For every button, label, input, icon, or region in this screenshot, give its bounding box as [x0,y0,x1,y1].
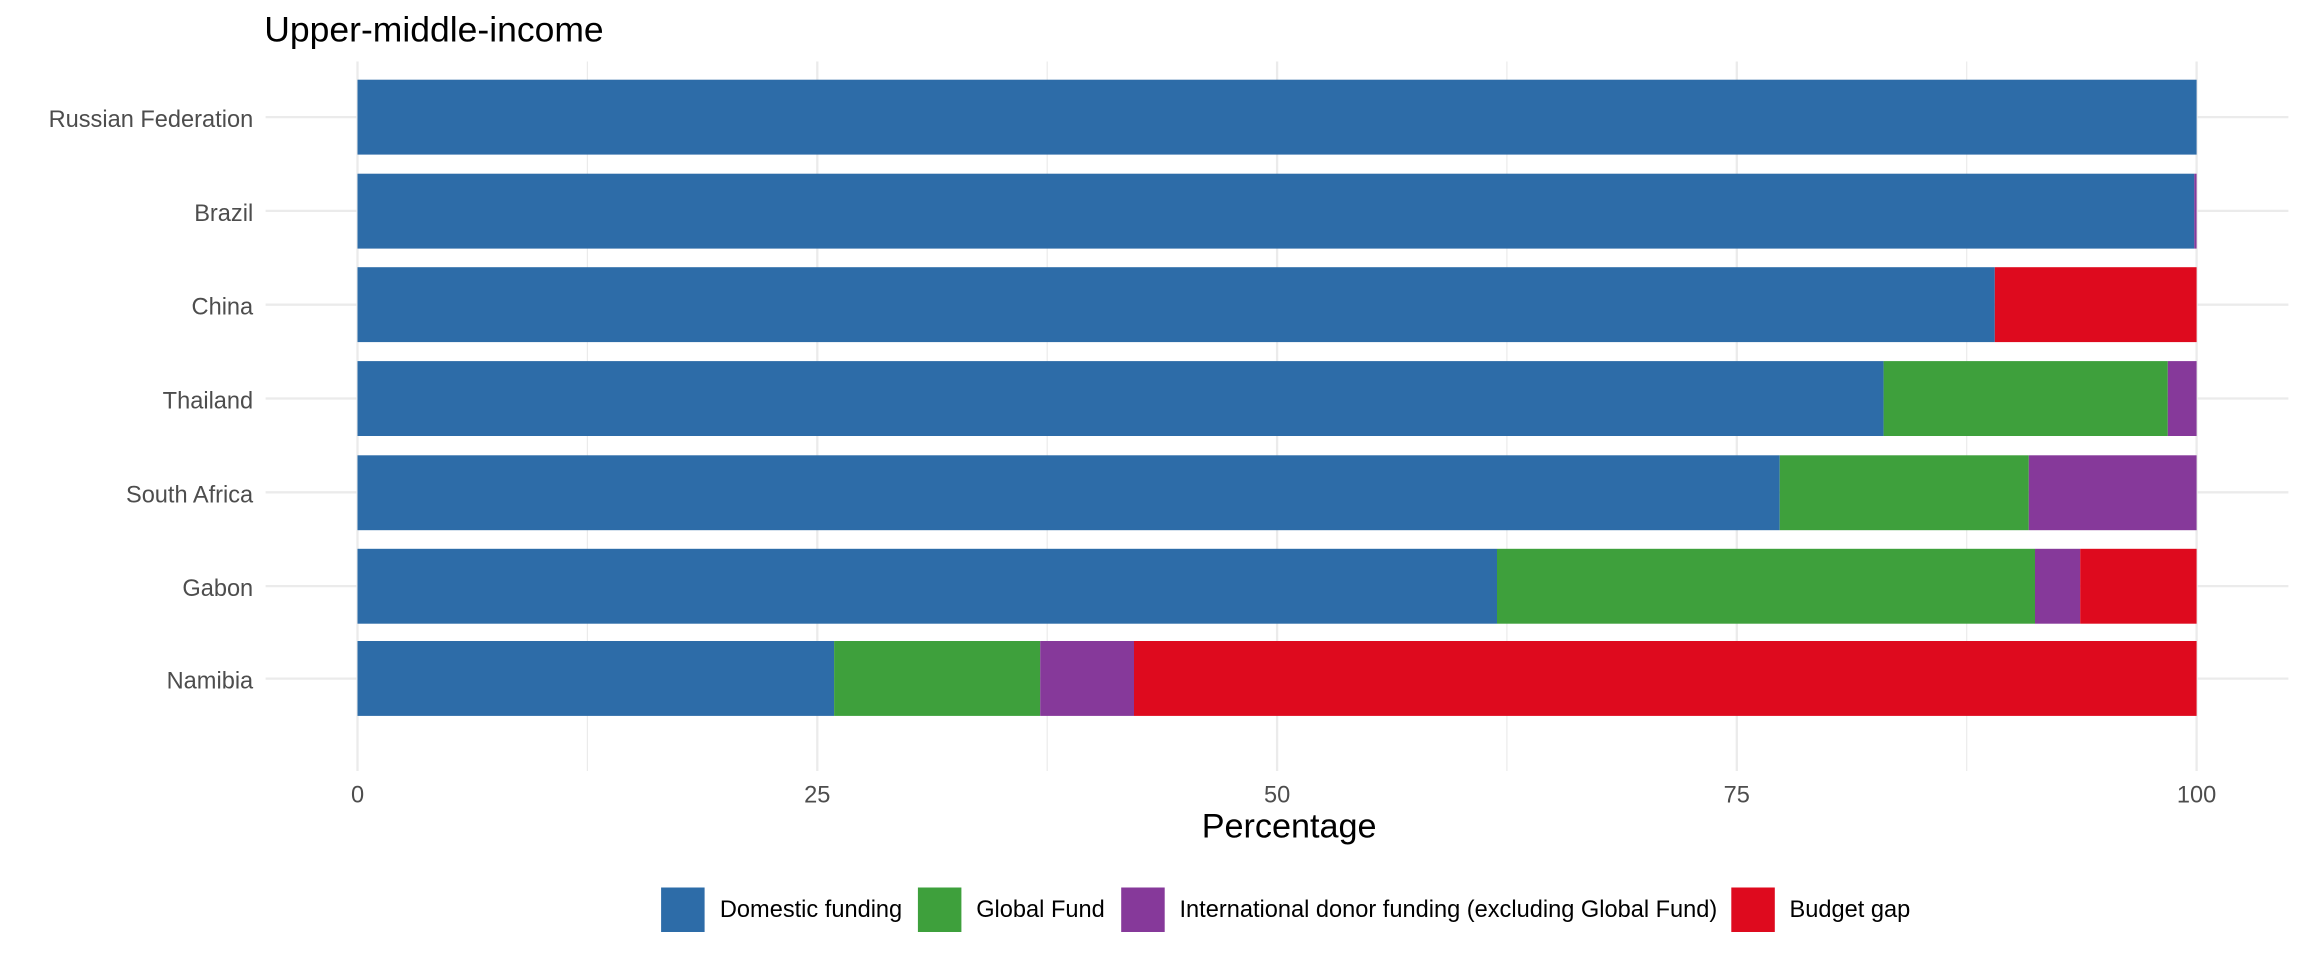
svg-text:China: China [192,295,255,321]
svg-text:Budget gap: Budget gap [1790,897,1911,923]
svg-text:100: 100 [2177,783,2216,809]
svg-text:International donor funding (e: International donor funding (excluding G… [1180,897,1718,923]
svg-text:Russian Federation: Russian Federation [49,107,254,133]
svg-text:Global Fund: Global Fund [976,897,1105,923]
svg-text:Domestic funding: Domestic funding [720,897,902,923]
svg-text:Namibia: Namibia [167,669,254,695]
svg-text:0: 0 [351,783,364,809]
svg-text:Gabon: Gabon [182,576,253,602]
svg-text:75: 75 [1724,783,1750,809]
svg-text:Upper-middle-income: Upper-middle-income [264,10,603,50]
svg-text:25: 25 [804,783,830,809]
svg-text:Percentage: Percentage [1202,807,1377,845]
svg-text:South Africa: South Africa [126,482,254,508]
svg-text:50: 50 [1264,783,1290,809]
svg-text:Thailand: Thailand [163,389,254,415]
svg-text:Brazil: Brazil [194,201,253,227]
